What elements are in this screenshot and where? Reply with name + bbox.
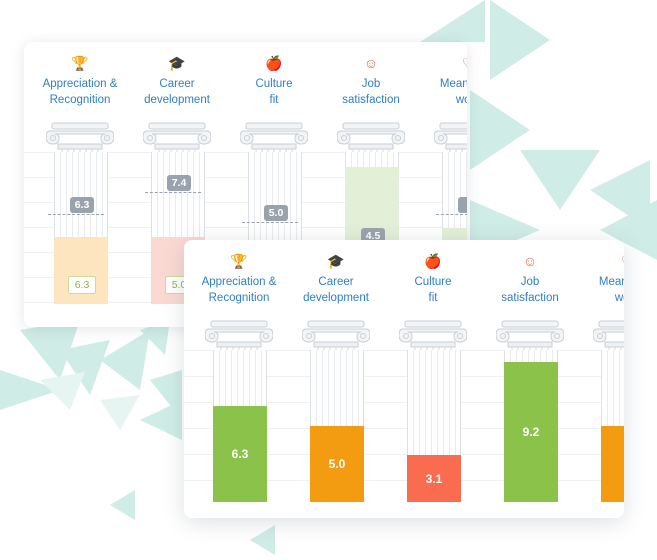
bar-fill (310, 426, 364, 502)
target-line (242, 222, 298, 223)
category-label: Meaningful work (598, 276, 624, 304)
trophy-icon: 🏆 (230, 253, 248, 269)
bar-fill (213, 406, 267, 502)
chart-column: ♡ Meaningful work 5 (587, 240, 624, 518)
bar-value: 6.3 (231, 447, 249, 461)
category-label: Appreciation & Recognition (42, 78, 118, 106)
graduation-cap-icon: 🎓 (168, 55, 186, 71)
chart-column: 🏆 Appreciation & Recognition 6.3 (199, 240, 279, 518)
grid-line (24, 177, 467, 178)
chart-column: 🎓 Career development 5.0 (296, 240, 376, 518)
target-value-tag: 5.0 (264, 205, 288, 221)
heart-icon: ♡ (587, 253, 624, 269)
target-value-tag: 6 (458, 197, 467, 213)
heart-icon: ♡ (428, 55, 467, 71)
grid-line (184, 376, 624, 377)
grid-line (24, 227, 467, 228)
grid-line (184, 350, 624, 351)
bar-fill (601, 426, 624, 502)
category-label: Meaningful work (439, 78, 467, 106)
apple-icon: 🍎 (424, 253, 442, 269)
bar-fill (504, 362, 558, 502)
category-label: Culture fit (414, 276, 452, 304)
smiley-icon: ☺ (363, 55, 379, 71)
target-value-tag: 6.3 (70, 197, 94, 213)
bar-value: 5.0 (328, 457, 346, 471)
chart-column: 🏆 Appreciation & Recognition 6.3 6.3 (40, 42, 120, 327)
bar-value: 3.1 (425, 471, 443, 486)
grid-line (184, 454, 624, 455)
category-label: Career development (144, 78, 210, 106)
pillar-capital-icon (143, 122, 211, 159)
pillar-capital-icon (205, 320, 273, 357)
grid-line (24, 152, 467, 153)
chart-column: ☺ Job satisfaction 9.2 (490, 240, 570, 518)
current-value-box: 6.3 (68, 276, 96, 294)
grid-line (184, 480, 624, 481)
target-line (48, 214, 104, 215)
category-label: Job satisfaction (501, 276, 559, 304)
bar-value: 9.2 (522, 425, 540, 439)
category-label: Job satisfaction (342, 78, 400, 106)
pillar-capital-icon (302, 320, 370, 357)
pillar-capital-icon (240, 122, 308, 159)
target-line (436, 214, 467, 215)
category-label: Culture fit (255, 78, 293, 106)
grid-line (184, 402, 624, 403)
trophy-icon: 🏆 (71, 55, 89, 71)
smiley-icon: ☺ (522, 253, 538, 269)
bar-value: 5 (601, 457, 624, 471)
grid-line (24, 202, 467, 203)
chart-column: 🍎 Culture fit 3.1 (393, 240, 473, 518)
category-label: Career development (303, 276, 369, 304)
category-label: Appreciation & Recognition (201, 276, 277, 304)
pillar-capital-icon (399, 320, 467, 357)
grid-line (184, 428, 624, 429)
target-value-tag: 7.4 (167, 175, 191, 191)
bar-fill (407, 455, 461, 502)
apple-icon: 🍎 (265, 55, 283, 71)
target-line (145, 192, 201, 193)
graduation-cap-icon: 🎓 (327, 253, 345, 269)
front-chart-card: 🏆 Appreciation & Recognition 6.3 🎓 Career de… (184, 240, 624, 518)
